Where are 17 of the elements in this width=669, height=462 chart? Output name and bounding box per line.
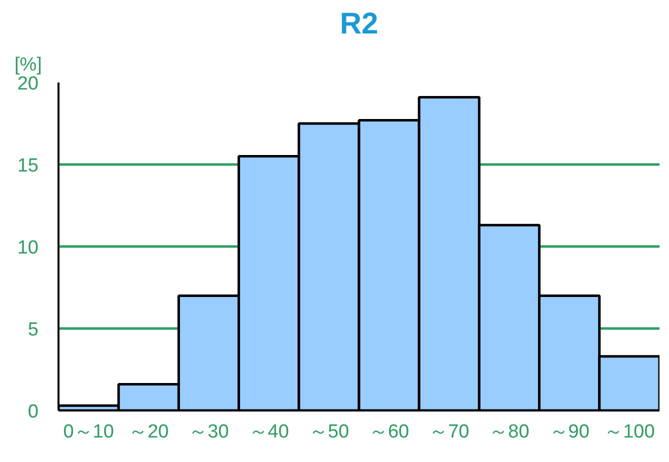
x-tick-label: ～20 (128, 422, 169, 442)
x-tick-label: 0～10 (63, 422, 114, 442)
x-tick-label: ～50 (308, 422, 350, 442)
x-tick-label: ～60 (368, 422, 410, 442)
y-tick-label: 15 (17, 156, 39, 176)
y-tick-label: 20 (17, 74, 39, 94)
chart-title: R2 (340, 8, 378, 40)
x-tick-label: ～40 (248, 422, 289, 442)
x-tick-label: ～70 (429, 422, 470, 442)
y-tick-label: 5 (28, 320, 39, 340)
x-tick-label: ～30 (188, 422, 229, 442)
x-tick-label: ～90 (549, 422, 590, 442)
x-tick-label: ～100 (604, 422, 655, 442)
y-tick-label: 0 (28, 402, 39, 422)
x-tick-label: ～80 (489, 422, 530, 442)
y-axis-title: [%] (14, 54, 42, 76)
y-tick-label: 10 (17, 238, 39, 258)
